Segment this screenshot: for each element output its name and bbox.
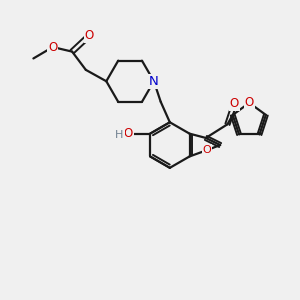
Text: O: O bbox=[85, 29, 94, 42]
Text: H: H bbox=[115, 130, 124, 140]
Text: O: O bbox=[202, 145, 211, 155]
Text: O: O bbox=[230, 97, 239, 110]
Text: N: N bbox=[149, 75, 159, 88]
Text: O: O bbox=[245, 96, 254, 110]
Text: O: O bbox=[124, 127, 133, 140]
Text: N: N bbox=[149, 75, 159, 88]
Text: O: O bbox=[48, 40, 57, 54]
